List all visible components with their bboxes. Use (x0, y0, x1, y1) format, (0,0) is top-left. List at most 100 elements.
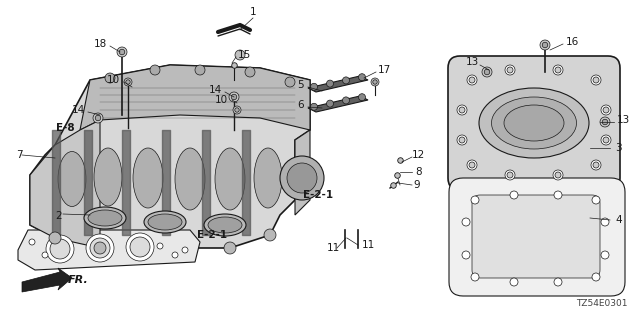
Text: 9: 9 (413, 180, 420, 190)
Circle shape (172, 252, 178, 258)
Circle shape (371, 78, 379, 86)
Text: 1: 1 (250, 7, 256, 17)
Circle shape (459, 137, 465, 143)
Circle shape (553, 65, 563, 75)
Circle shape (126, 233, 154, 261)
Text: 18: 18 (93, 39, 107, 49)
Text: E-2-1: E-2-1 (197, 230, 227, 240)
Circle shape (457, 105, 467, 115)
Text: 14: 14 (72, 105, 85, 115)
Text: 15: 15 (238, 50, 252, 60)
Circle shape (542, 42, 548, 48)
Text: 6: 6 (298, 100, 304, 110)
Circle shape (310, 103, 317, 110)
Text: E-8: E-8 (56, 123, 75, 133)
Ellipse shape (94, 148, 122, 206)
Circle shape (94, 242, 106, 254)
Circle shape (484, 69, 490, 75)
Circle shape (459, 107, 465, 113)
Circle shape (93, 113, 103, 123)
Circle shape (105, 73, 115, 83)
Circle shape (229, 92, 239, 102)
Text: 12: 12 (412, 150, 425, 160)
Circle shape (130, 237, 150, 257)
Circle shape (342, 97, 349, 104)
Polygon shape (30, 120, 100, 248)
Circle shape (372, 80, 377, 84)
Ellipse shape (479, 88, 589, 158)
Circle shape (86, 234, 114, 262)
Polygon shape (22, 268, 72, 292)
Polygon shape (308, 96, 368, 112)
Text: 14: 14 (209, 85, 222, 95)
Circle shape (601, 105, 611, 115)
Text: 16: 16 (566, 37, 579, 47)
Circle shape (601, 135, 611, 145)
Circle shape (507, 67, 513, 73)
Circle shape (469, 77, 475, 83)
Circle shape (150, 65, 160, 75)
Circle shape (119, 49, 125, 55)
Text: 13: 13 (466, 57, 479, 67)
FancyBboxPatch shape (448, 56, 620, 190)
Circle shape (245, 67, 255, 77)
Circle shape (471, 273, 479, 281)
Circle shape (507, 172, 513, 178)
Circle shape (235, 108, 239, 112)
Circle shape (42, 252, 48, 258)
Circle shape (593, 77, 599, 83)
Circle shape (600, 117, 610, 127)
Circle shape (358, 74, 365, 81)
Circle shape (342, 77, 349, 84)
Circle shape (157, 243, 163, 249)
Circle shape (592, 273, 600, 281)
Ellipse shape (504, 105, 564, 141)
Circle shape (224, 242, 236, 254)
Circle shape (462, 251, 470, 259)
FancyBboxPatch shape (472, 195, 600, 278)
Ellipse shape (254, 148, 282, 208)
Circle shape (310, 83, 317, 90)
Circle shape (601, 251, 609, 259)
Text: 2: 2 (56, 211, 62, 221)
Circle shape (510, 191, 518, 199)
Polygon shape (295, 130, 310, 215)
Text: 3: 3 (615, 143, 621, 153)
Text: 10: 10 (215, 95, 228, 105)
Text: 8: 8 (415, 167, 422, 177)
Ellipse shape (215, 148, 245, 210)
Circle shape (326, 80, 333, 87)
Circle shape (554, 191, 562, 199)
Circle shape (554, 278, 562, 286)
Text: 4: 4 (615, 215, 621, 225)
Circle shape (285, 77, 295, 87)
Circle shape (467, 160, 477, 170)
Circle shape (601, 218, 609, 226)
Circle shape (182, 247, 188, 253)
Circle shape (29, 239, 35, 245)
Circle shape (591, 160, 601, 170)
Circle shape (264, 229, 276, 241)
Ellipse shape (175, 148, 205, 210)
Text: 5: 5 (298, 80, 304, 90)
Ellipse shape (88, 210, 122, 226)
Text: FR.: FR. (68, 275, 89, 285)
Circle shape (117, 47, 127, 57)
Polygon shape (18, 230, 200, 270)
Circle shape (280, 156, 324, 200)
Circle shape (235, 50, 245, 60)
Text: 10: 10 (107, 75, 120, 85)
Circle shape (195, 65, 205, 75)
Circle shape (540, 40, 550, 50)
FancyBboxPatch shape (449, 178, 625, 296)
Circle shape (124, 78, 132, 86)
Text: 13: 13 (617, 115, 630, 125)
Polygon shape (308, 76, 368, 92)
Text: TZ54E0301: TZ54E0301 (577, 299, 628, 308)
Circle shape (555, 67, 561, 73)
Circle shape (467, 75, 477, 85)
Circle shape (555, 172, 561, 178)
Circle shape (49, 232, 61, 244)
Text: 11: 11 (362, 240, 375, 250)
Ellipse shape (84, 207, 126, 229)
